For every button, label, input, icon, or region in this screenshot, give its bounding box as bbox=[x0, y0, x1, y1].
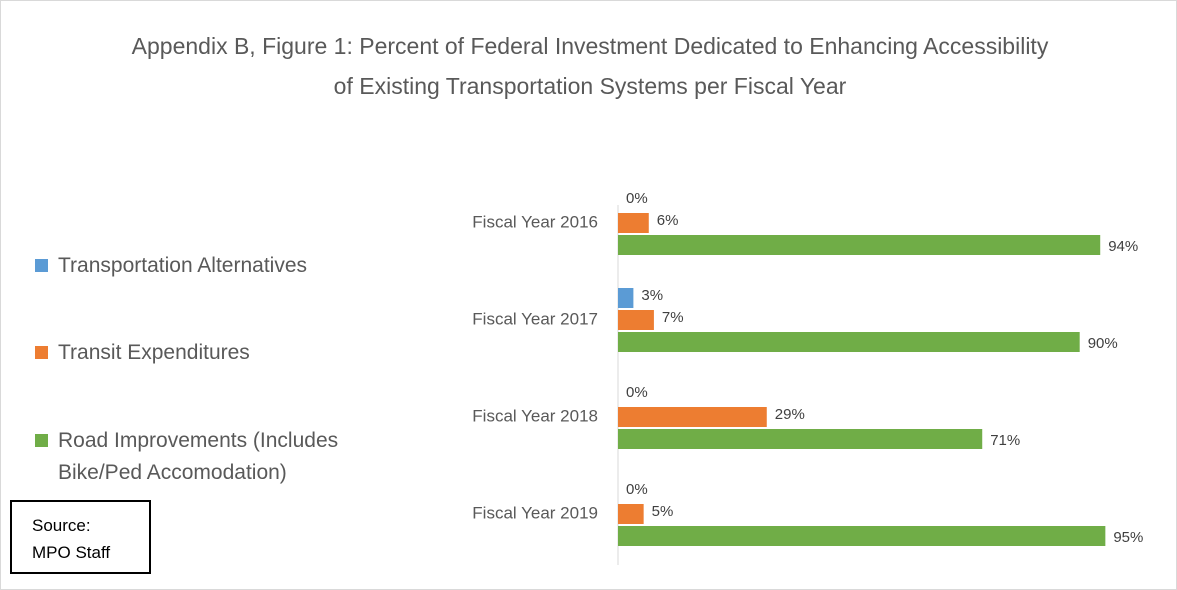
bar bbox=[618, 213, 649, 233]
legend-swatch bbox=[35, 434, 48, 447]
value-label: 71% bbox=[990, 432, 1020, 449]
value-label: 3% bbox=[641, 287, 663, 304]
value-label: 95% bbox=[1113, 529, 1143, 546]
category-label: Fiscal Year 2017 bbox=[472, 309, 598, 328]
value-label: 29% bbox=[775, 406, 805, 423]
bar bbox=[618, 526, 1106, 546]
value-label: 94% bbox=[1108, 238, 1138, 255]
category-label: Fiscal Year 2019 bbox=[472, 503, 598, 522]
value-label: 7% bbox=[662, 309, 684, 326]
category-label: Fiscal Year 2018 bbox=[472, 406, 598, 425]
category-label: Fiscal Year 2016 bbox=[472, 212, 598, 231]
legend-item: Road Improvements (Includes Bike/Ped Acc… bbox=[35, 425, 425, 489]
source-text: Source: MPO Staff bbox=[32, 516, 111, 562]
chart-title: Appendix B, Figure 1: Percent of Federal… bbox=[131, 33, 1049, 99]
bar bbox=[618, 288, 634, 308]
legend-item: Transportation Alternatives bbox=[35, 250, 425, 282]
value-label: 90% bbox=[1088, 335, 1118, 352]
source-box: Source: MPO Staff bbox=[10, 500, 151, 574]
legend-label: Transportation Alternatives bbox=[58, 254, 308, 277]
legend-swatch bbox=[35, 259, 48, 272]
bar bbox=[618, 235, 1101, 255]
value-label: 0% bbox=[626, 384, 648, 401]
value-label: 6% bbox=[657, 212, 679, 229]
value-label: 0% bbox=[626, 481, 648, 498]
bar bbox=[618, 332, 1080, 352]
legend-swatch bbox=[35, 346, 48, 359]
bar bbox=[618, 310, 654, 330]
value-label: 0% bbox=[626, 190, 648, 207]
value-label: 5% bbox=[652, 503, 674, 520]
legend-label: Road Improvements (Includes Bike/Ped Acc… bbox=[58, 429, 339, 484]
bar bbox=[618, 504, 644, 524]
legend-label: Transit Expenditures bbox=[58, 341, 250, 364]
legend-item: Transit Expenditures bbox=[35, 337, 425, 369]
bar bbox=[618, 429, 983, 449]
bar bbox=[618, 407, 767, 427]
